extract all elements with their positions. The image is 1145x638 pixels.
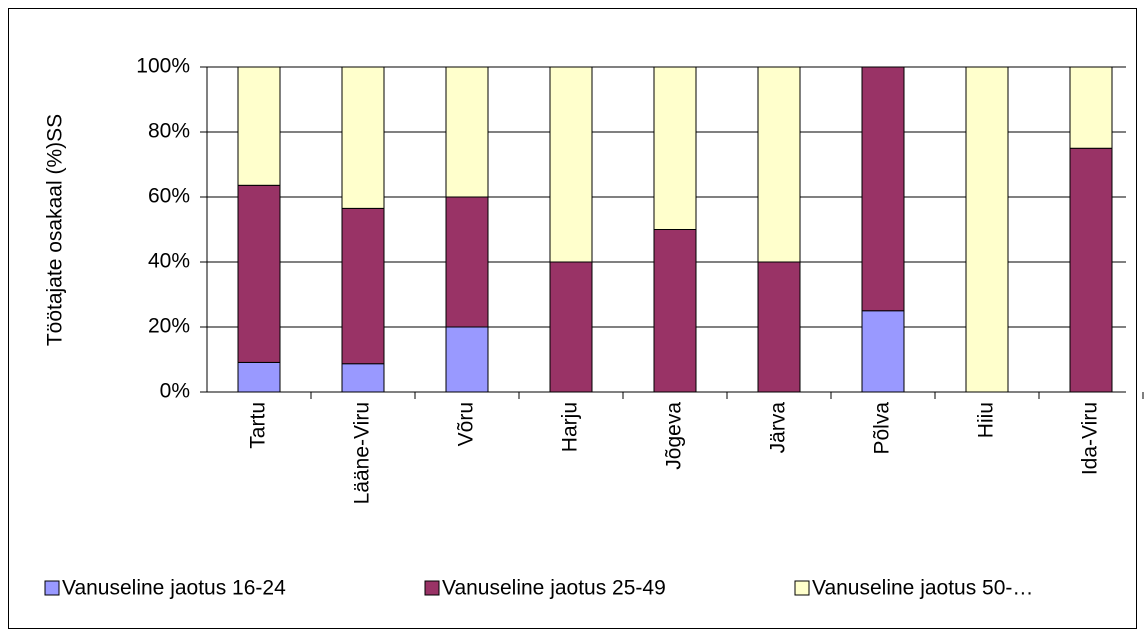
bar-segment [757, 66, 801, 263]
bar-segment [549, 261, 593, 393]
bar-segment [237, 184, 281, 363]
x-tick-label: Lääne-Viru [351, 402, 374, 504]
x-tick-label: Võru [455, 402, 478, 446]
x-tick-label: Ida-Viru [1079, 402, 1102, 475]
x-tick-label: Järva [767, 402, 790, 454]
bar-segment [549, 66, 593, 263]
bar-segment [861, 310, 905, 393]
x-tick-label: Harju [559, 402, 582, 452]
legend-label: Vanuseline jaotus 16-24 [62, 577, 286, 600]
bar-segment [341, 363, 385, 393]
legend-swatch [44, 580, 60, 596]
x-tick-label: Jõgeva [663, 402, 686, 470]
legend-swatch [424, 580, 440, 596]
x-tick-label: Tartu [247, 402, 270, 449]
x-tick-label: Hiiu [975, 402, 998, 438]
bar-segment [237, 361, 281, 393]
y-tick-label: 20% [148, 315, 190, 338]
bar-segment [653, 66, 697, 230]
y-tick-label: 40% [148, 250, 190, 273]
bar-segment [445, 196, 489, 328]
bar-segment [341, 66, 385, 209]
bar-segment [237, 66, 281, 186]
bar-segment [757, 261, 801, 393]
y-tick-label: 80% [148, 120, 190, 143]
bar-segment [653, 229, 697, 393]
y-tick-label: 0% [160, 380, 190, 403]
bar-segment [1069, 147, 1113, 393]
legend-label: Vanuseline jaotus 25-49 [442, 577, 666, 600]
bar-segment [861, 66, 905, 312]
bar-segment [445, 66, 489, 198]
y-axis-title: Töötajate osakaal (%)SS [44, 114, 67, 346]
legend-swatch [794, 580, 810, 596]
bar-segment [1069, 66, 1113, 149]
bar-segment [341, 207, 385, 365]
y-tick-label: 60% [148, 185, 190, 208]
y-tick-label: 100% [136, 55, 190, 78]
x-tick-label: Põlva [871, 402, 894, 455]
bar-segment [965, 66, 1009, 393]
bar-segment [445, 326, 489, 393]
legend-label: Vanuseline jaotus 50-… [812, 577, 1033, 600]
